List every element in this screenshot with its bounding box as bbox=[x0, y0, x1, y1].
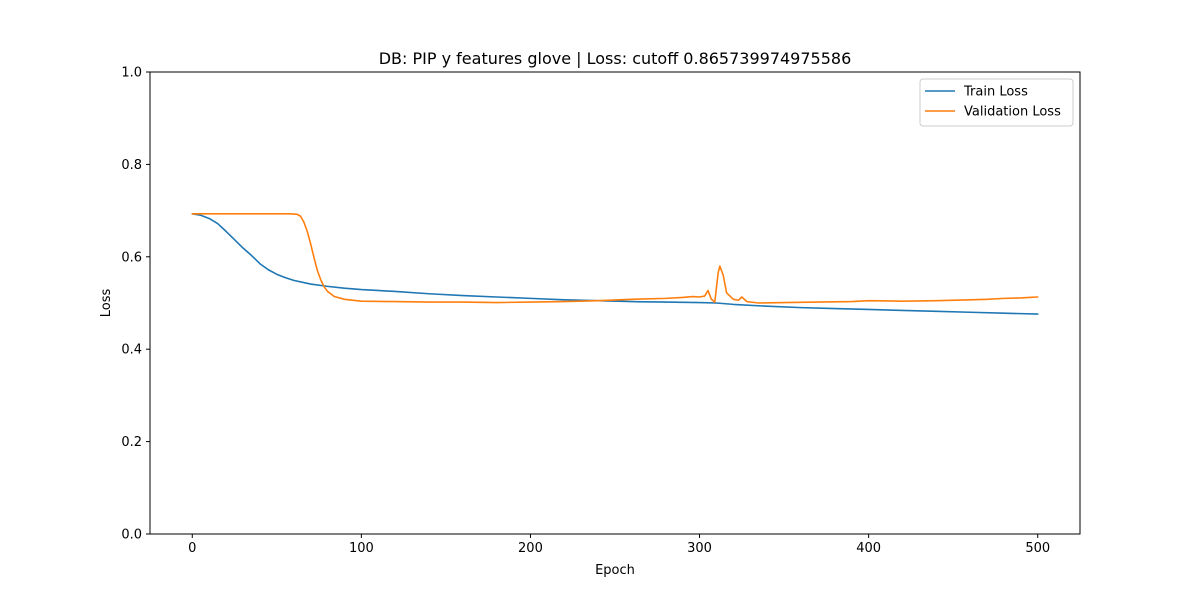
legend-label: Validation Loss bbox=[964, 105, 1061, 120]
y-tick-label: 0.0 bbox=[121, 528, 142, 543]
legend: Train Loss Validation Loss bbox=[919, 78, 1074, 127]
x-axis-ticks: 0 100 200 300 400 500 bbox=[188, 534, 1050, 556]
y-tick-label: 0.4 bbox=[121, 343, 142, 358]
series-line-train-loss bbox=[191, 213, 1039, 315]
x-tick-label: 300 bbox=[687, 541, 712, 556]
x-tick-label: 500 bbox=[1025, 541, 1050, 556]
y-tick-label: 0.8 bbox=[121, 158, 142, 173]
x-axis-label: Epoch bbox=[595, 563, 635, 578]
y-axis-label: Loss bbox=[99, 289, 114, 318]
x-tick-label: 400 bbox=[856, 541, 881, 556]
x-tick-label: 100 bbox=[349, 541, 374, 556]
plot-frame bbox=[149, 71, 1081, 535]
legend-label: Train Loss bbox=[963, 85, 1028, 100]
series-line-validation-loss bbox=[191, 213, 1039, 304]
y-axis-ticks: 0.0 0.2 0.4 0.6 0.8 1.0 bbox=[121, 66, 150, 543]
plot-series bbox=[191, 213, 1039, 315]
y-tick-label: 0.2 bbox=[121, 435, 142, 450]
y-tick-label: 1.0 bbox=[121, 66, 142, 81]
legend-box bbox=[919, 78, 1074, 127]
x-tick-label: 200 bbox=[518, 541, 543, 556]
y-tick-label: 0.6 bbox=[121, 250, 142, 265]
x-tick-label: 0 bbox=[188, 541, 196, 556]
chart-title: DB: PIP y features glove | Loss: cutoff … bbox=[379, 49, 852, 68]
